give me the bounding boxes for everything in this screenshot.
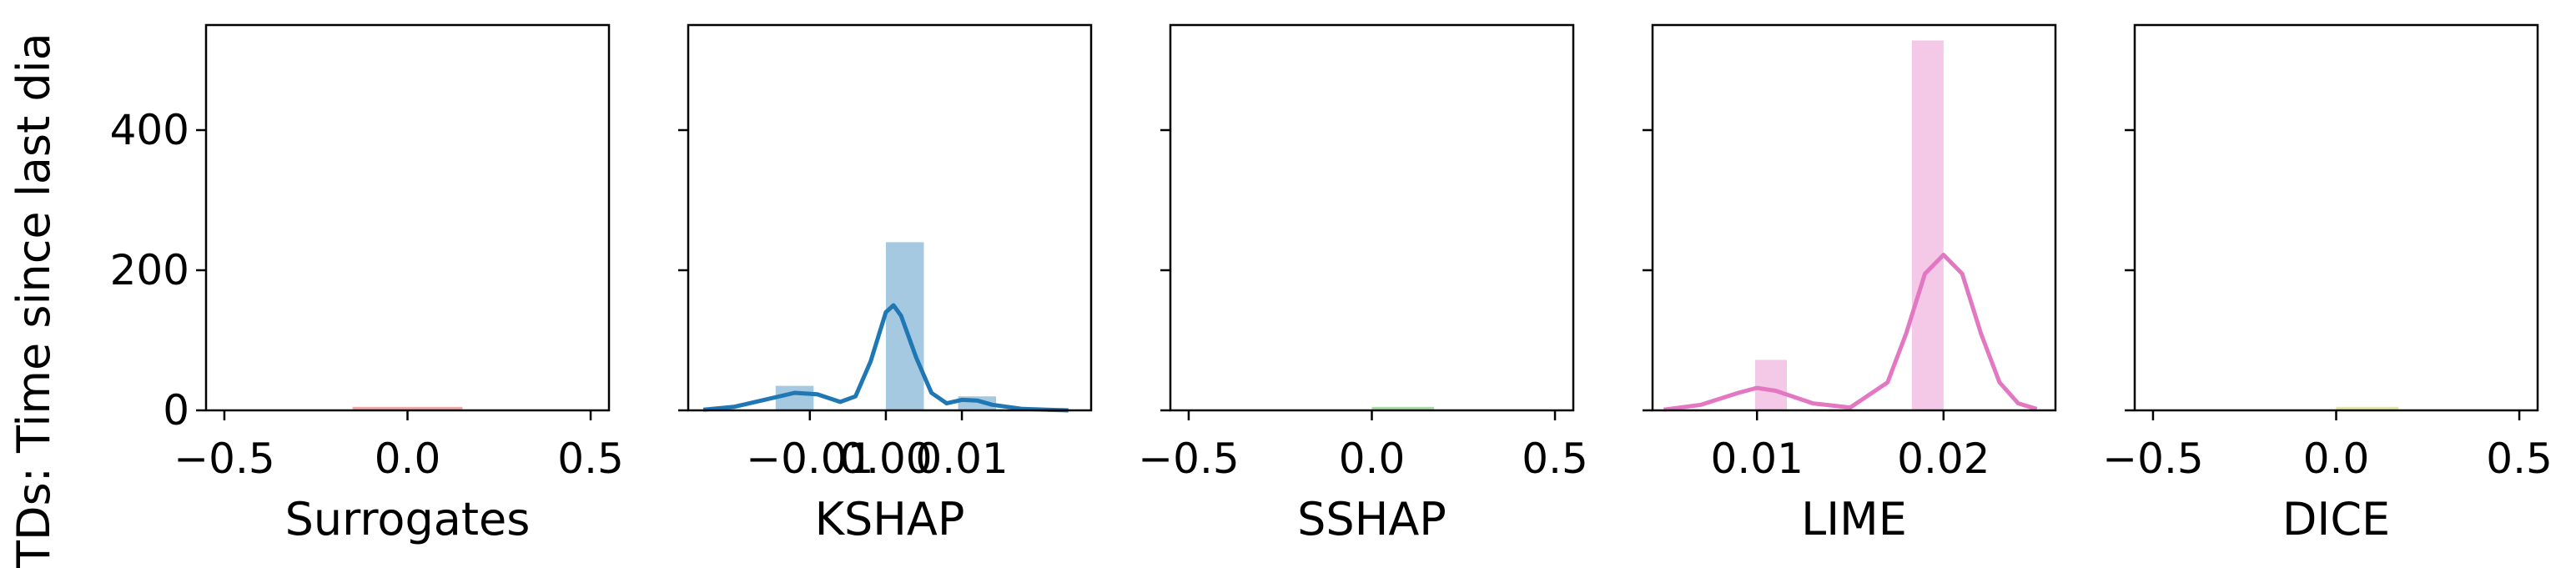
histogram-bar bbox=[775, 385, 814, 410]
x-axis-label: SSHAP bbox=[1297, 493, 1446, 545]
x-tick-label: −0.01 bbox=[746, 435, 873, 483]
x-tick-label: 0.00 bbox=[839, 435, 932, 483]
x-tick-label: 0.01 bbox=[1711, 435, 1804, 483]
x-tick-label: 0.0 bbox=[375, 435, 441, 483]
panel-kshap: −0.010.000.01 KSHAP bbox=[678, 23, 1093, 545]
panel-lime: 0.01 0.02 LIME bbox=[1643, 23, 2057, 545]
panel-dice: −0.5 0.0 0.5 DICE bbox=[2102, 23, 2553, 545]
x-tick-label: −0.5 bbox=[1138, 435, 1239, 483]
histogram-bar bbox=[407, 406, 463, 410]
x-axis-label: Surrogates bbox=[285, 493, 531, 545]
plot-frame bbox=[1651, 23, 2057, 412]
plot-frame bbox=[1169, 23, 1575, 412]
x-axis-label: DICE bbox=[2282, 493, 2390, 545]
x-tick-label: 0.0 bbox=[2303, 435, 2370, 483]
plot-frame bbox=[204, 23, 611, 412]
histogram-bar bbox=[1911, 40, 1944, 410]
x-tick-label: −0.5 bbox=[2102, 435, 2203, 483]
x-axis-label: LIME bbox=[1801, 493, 1907, 545]
x-tick-label: 0.5 bbox=[1522, 435, 1588, 483]
histogram-bar bbox=[352, 406, 408, 410]
x-tick-label: 0.5 bbox=[2486, 435, 2553, 483]
plot-frame bbox=[687, 23, 1093, 412]
kde-line bbox=[702, 303, 1069, 413]
plot-frame bbox=[2133, 23, 2539, 412]
y-tick-label: 200 bbox=[110, 246, 189, 294]
panel-surrogates: 0 200 400 −0.5 0.0 0.5 Surrogates bbox=[110, 23, 624, 545]
x-tick-label: 0.02 bbox=[1897, 435, 1990, 483]
y-tick-label: 400 bbox=[110, 106, 189, 154]
y-axis-label: TDs: Time since last dia bbox=[8, 33, 60, 568]
x-tick-label: 0.5 bbox=[557, 435, 624, 483]
histogram-bar bbox=[1754, 359, 1787, 410]
panel-sshap: −0.5 0.0 0.5 SSHAP bbox=[1138, 23, 1588, 545]
x-axis-label: KSHAP bbox=[815, 493, 965, 545]
y-tick-label: 0 bbox=[163, 386, 189, 435]
histogram-bar bbox=[1371, 406, 1435, 410]
x-tick-label: −0.5 bbox=[174, 435, 274, 483]
x-tick-label: 0.0 bbox=[1339, 435, 1406, 483]
histogram-bar bbox=[2336, 406, 2399, 410]
x-tick-label: 0.01 bbox=[915, 435, 1008, 483]
kde-line bbox=[1663, 253, 2038, 412]
